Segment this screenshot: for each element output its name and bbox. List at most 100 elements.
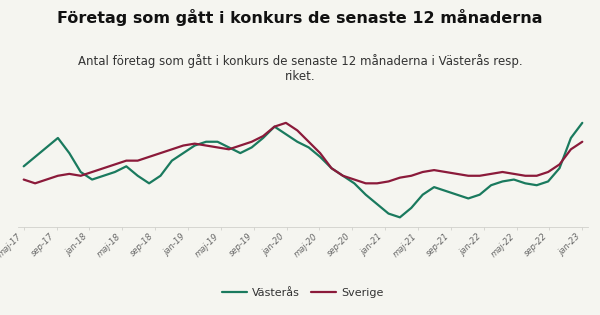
Sverige — [568, 147, 575, 151]
Sverige — [236, 144, 244, 147]
Västerås — [431, 185, 438, 189]
Sverige — [408, 174, 415, 178]
Västerås — [317, 155, 324, 159]
Sverige — [32, 181, 38, 185]
Västerås — [260, 136, 267, 140]
Sverige — [545, 170, 552, 174]
Sverige — [43, 178, 50, 181]
Sverige — [123, 159, 130, 163]
Sverige — [305, 140, 313, 144]
Sverige — [373, 181, 381, 185]
Västerås — [522, 181, 529, 185]
Västerås — [20, 164, 28, 168]
Västerås — [305, 146, 313, 149]
Västerås — [145, 181, 152, 185]
Sverige — [533, 174, 541, 178]
Västerås — [454, 193, 461, 197]
Västerås — [248, 146, 256, 149]
Sverige — [191, 142, 198, 146]
Sverige — [168, 147, 176, 151]
Legend: Västerås, Sverige: Västerås, Sverige — [218, 284, 388, 303]
Sverige — [271, 125, 278, 129]
Västerås — [214, 140, 221, 144]
Västerås — [123, 164, 130, 168]
Line: Västerås: Västerås — [24, 123, 583, 217]
Västerås — [396, 215, 403, 219]
Västerås — [66, 151, 73, 155]
Sverige — [396, 176, 403, 180]
Västerås — [499, 180, 506, 183]
Västerås — [476, 193, 484, 197]
Västerås — [32, 155, 38, 159]
Sverige — [77, 174, 84, 178]
Sverige — [55, 174, 62, 178]
Västerås — [465, 197, 472, 200]
Sverige — [362, 181, 370, 185]
Västerås — [510, 178, 517, 181]
Västerås — [43, 146, 50, 149]
Sverige — [385, 180, 392, 183]
Västerås — [294, 140, 301, 144]
Västerås — [419, 193, 426, 197]
Sverige — [20, 178, 28, 181]
Västerås — [180, 151, 187, 155]
Sverige — [442, 170, 449, 174]
Västerås — [89, 178, 96, 181]
Västerås — [568, 136, 575, 140]
Västerås — [236, 151, 244, 155]
Västerås — [100, 174, 107, 178]
Sverige — [522, 174, 529, 178]
Sverige — [66, 172, 73, 176]
Västerås — [157, 174, 164, 178]
Sverige — [476, 174, 484, 178]
Sverige — [112, 163, 119, 166]
Sverige — [100, 166, 107, 170]
Västerås — [282, 132, 289, 136]
Västerås — [134, 174, 142, 178]
Västerås — [579, 121, 586, 125]
Västerås — [545, 180, 552, 183]
Sverige — [465, 174, 472, 178]
Sverige — [214, 146, 221, 149]
Sverige — [157, 151, 164, 155]
Sverige — [180, 144, 187, 147]
Västerås — [226, 146, 233, 149]
Sverige — [226, 147, 233, 151]
Sverige — [328, 166, 335, 170]
Västerås — [340, 174, 347, 178]
Västerås — [191, 144, 198, 147]
Västerås — [271, 125, 278, 129]
Sverige — [454, 172, 461, 176]
Västerås — [442, 189, 449, 193]
Västerås — [77, 170, 84, 174]
Västerås — [55, 136, 62, 140]
Västerås — [328, 166, 335, 170]
Västerås — [408, 206, 415, 210]
Sverige — [317, 151, 324, 155]
Västerås — [533, 183, 541, 187]
Sverige — [340, 174, 347, 178]
Sverige — [145, 155, 152, 159]
Västerås — [385, 212, 392, 215]
Sverige — [134, 159, 142, 163]
Västerås — [362, 193, 370, 197]
Sverige — [579, 140, 586, 144]
Västerås — [112, 170, 119, 174]
Sverige — [282, 121, 289, 125]
Västerås — [488, 183, 495, 187]
Sverige — [419, 170, 426, 174]
Line: Sverige: Sverige — [24, 123, 583, 183]
Västerås — [203, 140, 210, 144]
Sverige — [294, 129, 301, 132]
Sverige — [556, 163, 563, 166]
Text: Företag som gått i konkurs de senaste 12 månaderna: Företag som gått i konkurs de senaste 12… — [57, 9, 543, 26]
Västerås — [350, 181, 358, 185]
Sverige — [89, 170, 96, 174]
Sverige — [488, 172, 495, 176]
Sverige — [260, 134, 267, 138]
Sverige — [499, 170, 506, 174]
Sverige — [203, 144, 210, 147]
Sverige — [510, 172, 517, 176]
Sverige — [431, 168, 438, 172]
Västerås — [373, 202, 381, 206]
